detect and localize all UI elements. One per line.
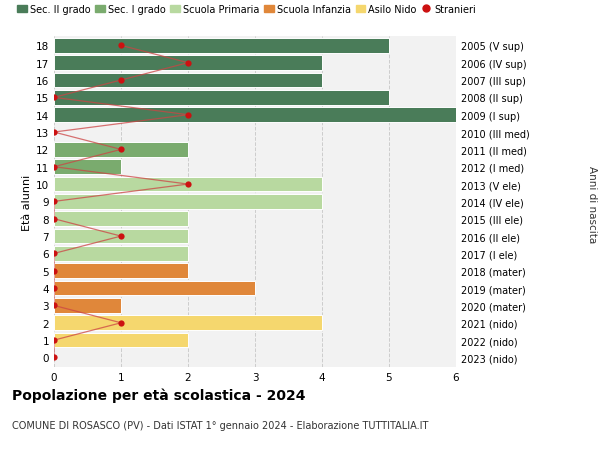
Text: Popolazione per età scolastica - 2024: Popolazione per età scolastica - 2024 (12, 388, 305, 403)
Bar (54, 73, 322, 88)
Bar (54, 229, 188, 244)
Bar (54, 264, 188, 279)
Bar (54, 333, 188, 348)
Bar (54, 39, 389, 54)
Bar (54, 91, 389, 106)
Bar (54, 108, 456, 123)
Bar (54, 177, 322, 192)
Bar (54, 195, 322, 209)
Bar (54, 246, 188, 261)
Bar (54, 298, 121, 313)
Text: COMUNE DI ROSASCO (PV) - Dati ISTAT 1° gennaio 2024 - Elaborazione TUTTITALIA.IT: COMUNE DI ROSASCO (PV) - Dati ISTAT 1° g… (12, 420, 428, 430)
Legend: Sec. II grado, Sec. I grado, Scuola Primaria, Scuola Infanzia, Asilo Nido, Stran: Sec. II grado, Sec. I grado, Scuola Prim… (17, 5, 476, 15)
Y-axis label: Età alunni: Età alunni (22, 174, 32, 230)
Bar (54, 281, 255, 296)
Bar (54, 160, 121, 175)
Text: Anni di nascita: Anni di nascita (587, 166, 597, 243)
Bar (54, 143, 188, 157)
Bar (54, 316, 322, 330)
Bar (54, 56, 322, 71)
Bar (54, 212, 188, 227)
